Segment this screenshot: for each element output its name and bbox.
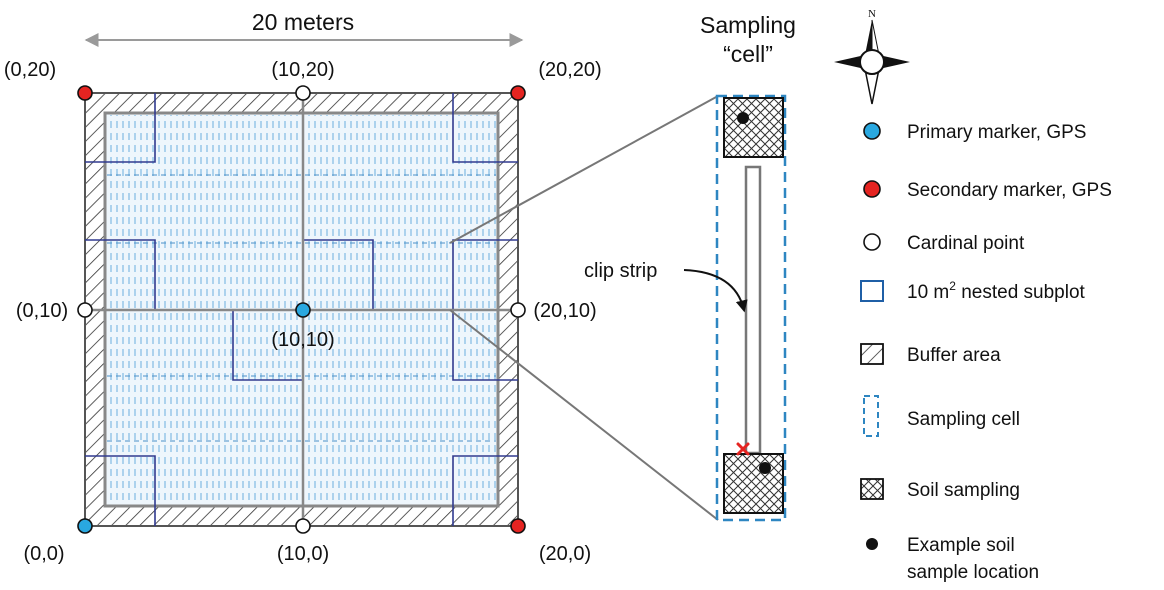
nested-subplot <box>303 239 374 310</box>
secondary-marker-icon <box>863 180 881 198</box>
zoom-line-bottom <box>449 309 719 521</box>
legend-label: 10 m2 nested subplot <box>907 279 1086 303</box>
primary-marker <box>295 302 311 318</box>
plot: 20 meters (0,20) (10,20) (20,20) (0,10) … <box>4 9 602 565</box>
cardinal-point <box>295 518 311 534</box>
nested-subplot <box>85 93 156 163</box>
compass-rose-icon: N <box>834 8 910 105</box>
legend-label: Example soil <box>907 535 1015 556</box>
soil-sampling-square-bottom <box>723 453 784 514</box>
legend-label-sup: 2 <box>949 279 956 293</box>
nested-subplots <box>85 93 518 526</box>
secondary-marker <box>510 518 526 534</box>
soil-sampling-icon <box>860 478 884 500</box>
soil-sample-location <box>737 112 749 124</box>
legend-label: Sampling cell <box>907 409 1020 430</box>
buffer-area-icon <box>860 343 884 365</box>
nested-subplot-icon <box>860 280 884 302</box>
compass-north-label: N <box>868 8 876 20</box>
nested-subplot <box>452 239 518 310</box>
cardinal-point <box>295 85 311 101</box>
clip-strip-start-marker <box>736 442 750 456</box>
clip-strip <box>744 165 762 455</box>
nested-subplot <box>452 93 518 163</box>
cardinal-point <box>510 302 526 318</box>
legend-label: Cardinal point <box>907 233 1025 254</box>
coord-label: (20,10) <box>533 300 596 322</box>
coordinate-labels: (0,20) (10,20) (20,20) (0,10) (10,10) (2… <box>4 59 602 565</box>
legend-label: Buffer area <box>907 345 1001 366</box>
coord-label: (0,20) <box>4 59 56 81</box>
sampling-cell-detail: Sampling “cell” clip strip <box>584 12 796 522</box>
nested-subplot <box>452 310 518 381</box>
coord-label: (0,0) <box>23 543 64 565</box>
coord-label: (20,0) <box>539 543 591 565</box>
soil-sample-location-icon <box>866 538 878 550</box>
nested-subplot <box>85 455 156 526</box>
detail-title: Sampling <box>700 12 796 38</box>
dimension-label: 20 meters <box>252 9 354 35</box>
zoom-line-top <box>449 95 719 244</box>
nested-subplot <box>85 239 156 310</box>
legend-label: Secondary marker, GPS <box>907 180 1112 201</box>
coord-label: (10,10) <box>271 329 334 351</box>
secondary-marker <box>77 85 93 101</box>
sampling-cell-outline <box>715 94 787 522</box>
coord-label: (10,20) <box>271 59 334 81</box>
legend: Primary marker, GPS Secondary marker, GP… <box>860 122 1112 583</box>
legend-label-part: nested subplot <box>956 282 1086 303</box>
primary-marker-icon <box>863 122 881 140</box>
soil-sampling-square-top <box>723 97 784 158</box>
coord-label: (0,10) <box>16 300 68 322</box>
clip-strip-arrow <box>683 269 748 313</box>
legend-label: sample location <box>907 562 1039 583</box>
cardinal-point <box>77 302 93 318</box>
soil-sample-location <box>759 462 771 474</box>
markers <box>77 85 526 534</box>
legend-label: Primary marker, GPS <box>907 122 1086 143</box>
nested-subplot <box>232 310 303 381</box>
cardinal-point-icon <box>863 233 881 251</box>
detail-title: “cell” <box>723 41 773 67</box>
secondary-marker <box>510 85 526 101</box>
coord-label: (10,0) <box>277 543 329 565</box>
legend-label-part: 10 m <box>907 282 949 303</box>
legend-label: Soil sampling <box>907 480 1020 501</box>
primary-marker <box>77 518 93 534</box>
nested-subplot <box>452 455 518 526</box>
sampling-cell-gridlines <box>107 174 496 442</box>
sampling-cell-icon <box>863 395 879 437</box>
coord-label: (20,20) <box>538 59 601 81</box>
clip-strip-label: clip strip <box>584 260 657 282</box>
